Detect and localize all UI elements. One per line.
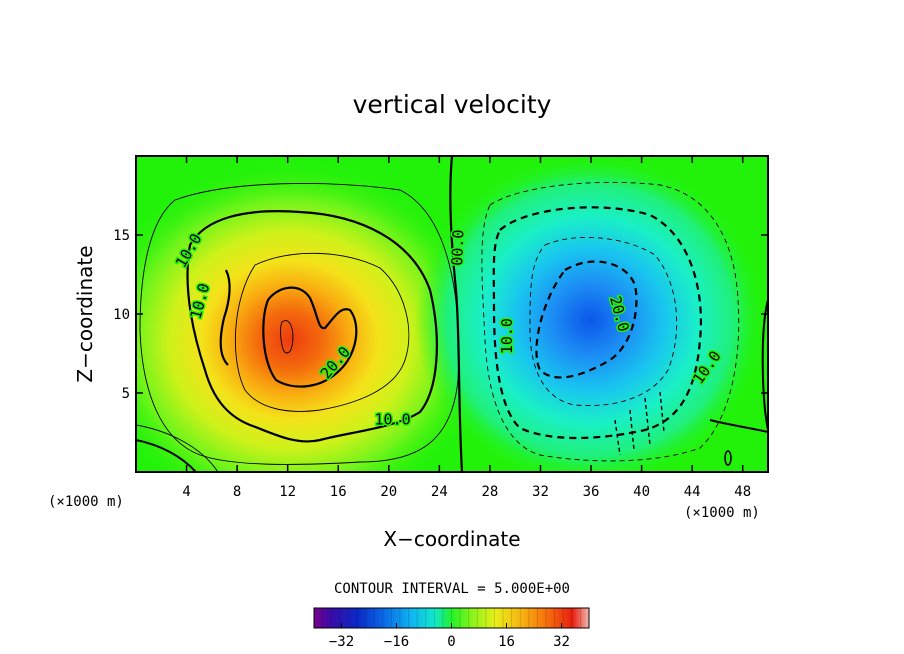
x-tick-label: 48 [734,484,751,500]
x-tick-label: 8 [233,484,241,500]
x-tick-label: 4 [182,484,190,500]
contour-line [492,206,702,440]
x-unit-label: (×1000 m) [684,505,760,521]
contour-label: 10.0 [498,318,516,354]
contour-line [709,419,768,433]
downdraft-fill [410,156,768,472]
x-tick-label: 28 [481,484,498,500]
y-tick-label: 10 [113,307,130,323]
y-axis-ticks: 5 10 15 [113,228,768,402]
contour-interval-text: CONTOUR INTERVAL = 5.000E+00 [334,581,570,597]
contour-line [761,299,768,431]
y-axis-label: Z−coordinate [73,245,97,382]
x-tick-label: 16 [330,484,347,500]
contour-line [614,391,665,456]
contour-line [724,450,732,466]
contour-label: 00.0 [448,229,467,266]
x-tick-label: 44 [684,484,701,500]
contour-line [481,181,740,462]
contour-line [535,260,638,379]
x-tick-label: 20 [380,484,397,500]
x-tick-label: 24 [431,484,448,500]
contour-line [186,210,438,443]
colorbar-tick-label: 0 [447,634,455,650]
contour-line [136,424,219,472]
colorbar-tick-label: −16 [384,634,409,650]
contour-line [262,286,358,388]
contour-line-zero [449,156,464,472]
contour-line [280,320,294,354]
chart-title: vertical velocity [353,90,552,119]
contour-label: 10.0 [375,410,411,428]
x-tick-label: 40 [633,484,650,500]
colorbar-tick-label: 16 [498,634,515,650]
x-tick-label: 36 [583,484,600,500]
colorbar-tick-label: −32 [329,634,354,650]
z-unit-label: (×1000 m) [48,494,124,510]
y-tick-label: 15 [113,228,130,244]
x-tick-label: 32 [532,484,549,500]
contour-line [219,269,231,366]
x-axis-ticks: 4 8 12 16 20 24 28 32 36 40 44 48 [182,156,751,500]
plot-area [136,156,768,472]
colorbar-ticks: −32 −16 0 16 32 [329,623,570,650]
contour-line [234,252,410,412]
contour-line [136,439,197,472]
colorbar-segments [313,608,590,628]
x-tick-label: 12 [279,484,296,500]
updraft-fill [136,160,500,472]
x-axis-label: X−coordinate [383,527,520,551]
y-tick-label: 5 [122,386,130,402]
contour-line [139,183,460,465]
contour-line [529,237,678,406]
colorbar-tick-label: 32 [553,634,570,650]
